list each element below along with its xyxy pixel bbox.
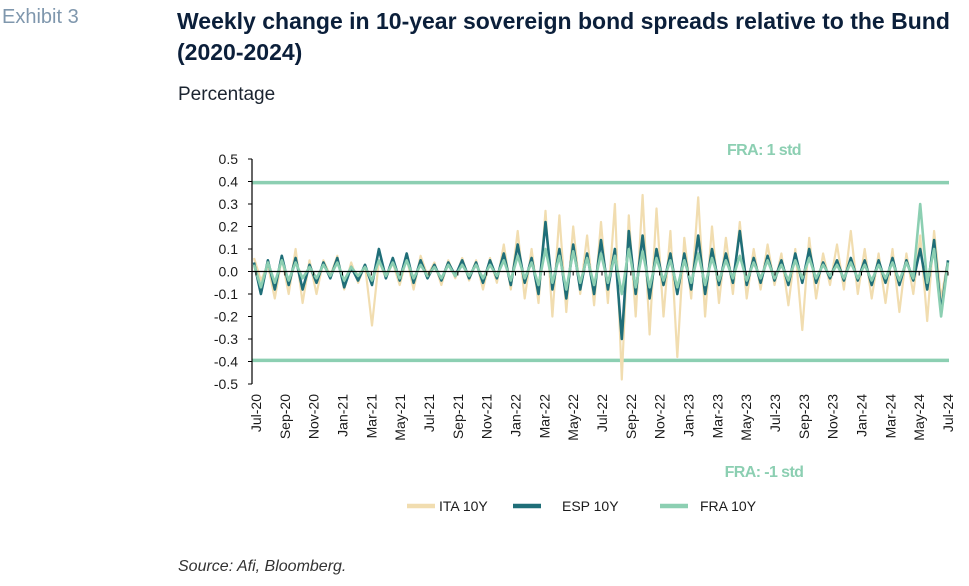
- y-tick-label: -0.5: [214, 376, 238, 392]
- legend-label-ita-10y: ITA 10Y: [439, 498, 488, 514]
- series-lines: [252, 193, 950, 381]
- series-line-fra-10y: [252, 202, 950, 318]
- x-tick-label: Mar-23: [709, 394, 725, 439]
- x-tick-label: Jan-24: [854, 394, 870, 437]
- y-tick-label: 0.4: [219, 174, 239, 190]
- x-axis-ticks: Jul-20 Sep-20 Nov-20 Jan-21 Mar-21 May-21 Jul-…: [248, 271, 956, 441]
- x-tick-label: Nov-23: [825, 394, 841, 439]
- reference-label-upper: FRA: 1 std: [727, 142, 801, 159]
- y-tick-label: 0.5: [219, 151, 239, 167]
- axes: [251, 159, 948, 384]
- legend: ITA 10Y ESP 10Y FRA 10Y: [407, 498, 757, 514]
- y-tick-label: 0.2: [219, 219, 239, 235]
- x-tick-label: May-21: [392, 394, 408, 441]
- y-tick-label: 0.3: [219, 196, 239, 212]
- y-tick-label: -0.3: [214, 331, 238, 347]
- reference-label-lower: FRA: -1 std: [725, 464, 804, 481]
- series-line-ita-10y: [252, 193, 950, 381]
- x-tick-label: Jul-23: [767, 394, 783, 432]
- x-tick-label: Mar-21: [363, 394, 379, 439]
- x-tick-label: Mar-24: [882, 394, 898, 439]
- y-tick-label: -0.2: [214, 309, 238, 325]
- series-line-esp-10y: [252, 220, 950, 341]
- x-tick-label: Sep-23: [796, 394, 812, 439]
- chart-title: Weekly change in 10-year sovereign bond …: [177, 8, 950, 65]
- legend-label-fra-10y: FRA 10Y: [700, 498, 757, 514]
- x-tick-label: May-23: [738, 394, 754, 441]
- x-tick-label: Sep-22: [623, 394, 639, 439]
- x-tick-label: May-24: [911, 394, 927, 441]
- y-tick-label: 0.1: [219, 241, 239, 257]
- y-axis-ticks: 0.5 0.4 0.3 0.2 0.1 0.0 -0.1 -0.2 -0.3 -0.4 -0.5: [214, 151, 252, 392]
- x-tick-label: Mar-22: [536, 394, 552, 439]
- reference-lines: FRA: 1 std FRA: -1 std: [252, 142, 949, 481]
- x-tick-label: Nov-20: [306, 394, 322, 439]
- x-tick-label: Sep-21: [450, 394, 466, 439]
- x-tick-label: Jul-21: [421, 394, 437, 432]
- x-tick-label: May-22: [565, 394, 581, 441]
- chart-subtitle: Percentage: [178, 84, 276, 105]
- x-tick-label: Jan-22: [508, 394, 524, 437]
- y-tick-label: 0.0: [219, 264, 239, 280]
- exhibit-label: Exhibit 3: [2, 6, 79, 28]
- legend-label-esp-10y: ESP 10Y: [562, 498, 619, 514]
- x-tick-label: Sep-20: [277, 394, 293, 439]
- x-tick-label: Nov-22: [652, 394, 668, 439]
- x-tick-label: Jul-20: [248, 394, 264, 432]
- x-tick-label: Jan-21: [335, 394, 351, 437]
- x-tick-label: Jan-23: [681, 394, 697, 437]
- y-tick-label: -0.1: [214, 286, 238, 302]
- source-note: Source: Afi, Bloomberg.: [178, 558, 347, 575]
- x-tick-label: Jul-22: [594, 394, 610, 432]
- x-tick-label: Nov-21: [479, 394, 495, 439]
- y-tick-label: -0.4: [214, 354, 238, 370]
- x-tick-label: Jul-24: [940, 394, 956, 432]
